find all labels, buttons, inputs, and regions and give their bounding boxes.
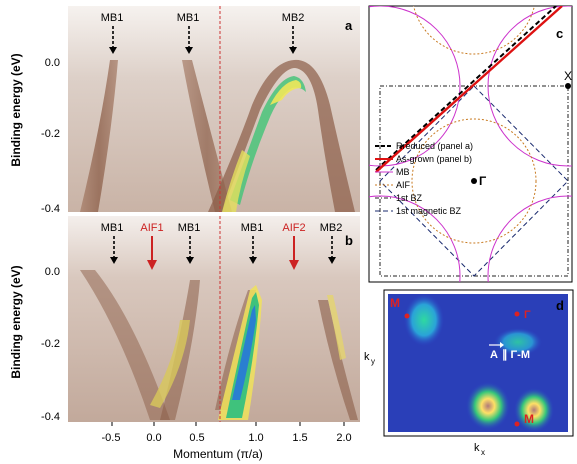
panel-b-marker-label-1: MB1 [101, 222, 124, 234]
panel-a-ytick-2: -0.4 [41, 203, 60, 215]
panel-a-band-mb2-peak [270, 80, 302, 105]
panel-b-xtick-2: 0.5 [189, 432, 204, 444]
legend-label-reduced: Rreduced (panel a) [396, 141, 473, 151]
panel-b-marker-arrowhead-6 [328, 257, 336, 264]
panel-c-point-x [565, 83, 571, 89]
panel-b-marker-arrowhead-3 [186, 257, 194, 264]
panel-b-band-mb2 [318, 300, 358, 420]
panel-b-band-mb2-highlight [327, 295, 346, 360]
panel-b-x-axis-label: Momentum (π/a) [173, 447, 263, 461]
panel-b-marker-arrowhead-1 [110, 257, 118, 264]
panel-a-marker-arrowhead-2 [185, 47, 193, 54]
panel-b-marker-arrowhead-2 [147, 260, 157, 270]
panel-d-spot-middle [494, 328, 542, 356]
panel-b-xtick-1: 0.0 [146, 432, 161, 444]
panel-d-point-gamma [514, 311, 520, 317]
panel-d-spot-bottom-right [514, 388, 554, 432]
panel-a-band-mb2 [208, 59, 355, 212]
legend-label-aif: AIF [396, 180, 411, 190]
panel-b-xtick-0: -0.5 [102, 432, 121, 444]
panel-d-kx-subscript: x [481, 448, 485, 457]
panel-d-ky-label: k [364, 351, 370, 363]
panel-c-mb-circle-tl [369, 6, 461, 167]
legend-label-first-bz: 1st BZ [396, 193, 423, 203]
panel-d-ky-subscript: y [371, 357, 375, 366]
panel-c-label-x: X [564, 69, 572, 83]
panel-c-magnetic-bz [379, 85, 569, 277]
panel-d-annotation-vector: A [490, 349, 498, 361]
panel-a-band-mb2-tail [222, 150, 250, 212]
panel-a-band-mb2-highlight [230, 76, 306, 205]
legend-label-mb: MB [396, 167, 410, 177]
panel-c-aif-circle-top [413, 6, 535, 55]
panel-d-spot-top-left [404, 294, 444, 346]
panel-b-marker-arrowhead-5 [289, 260, 299, 270]
panel-a-marker-label-1: MB1 [101, 12, 124, 24]
panel-c-label-gamma: Γ [479, 174, 487, 188]
panel-a-marker-arrowhead-3 [289, 47, 297, 54]
panel-a-y-axis-label: Binding energy (eV) [9, 53, 23, 166]
panel-c-letter: c [556, 26, 563, 41]
panel-a-ytick-0: 0.0 [45, 57, 60, 69]
panel-d-point-m [404, 313, 410, 319]
panel-c-cut-asgrown [375, 6, 563, 173]
panel-b-ytick-1: -0.2 [41, 338, 60, 350]
panel-b-marker-arrowhead-4 [249, 257, 257, 264]
panel-d-label-gamma: Γ [524, 309, 531, 321]
panel-c-legend: Rreduced (panel a) As-grown (panel b) MB… [375, 141, 473, 216]
panel-d-annotation-text: ∥ Γ-M [502, 349, 530, 361]
panel-d-kx-label: k [474, 442, 480, 454]
panel-b-cone-core [232, 305, 256, 400]
panel-b-y-axis-label: Binding energy (eV) [9, 265, 23, 378]
panel-d: M Γ M A ∥ Γ-M d k y k x [364, 289, 574, 457]
panel-a-marker-arrowhead-1 [109, 47, 117, 54]
panel-c-aif-circle-center [411, 118, 537, 244]
panel-b-xtick-4: 1.5 [292, 432, 307, 444]
panel-c-frame [368, 5, 573, 283]
panel-b-ytick-0: 0.0 [45, 266, 60, 278]
panel-d-point-m2 [514, 421, 520, 427]
panel-b-letter: b [345, 233, 353, 248]
panel-d-label-m2: M [524, 412, 534, 426]
panel-a-band-mb1-left [80, 60, 118, 212]
panel-d-label-m: M [390, 296, 400, 310]
panel-a-marker-label-2: MB1 [177, 12, 200, 24]
panel-d-vector-arrowhead [500, 342, 504, 348]
panel-c-point-gamma [471, 178, 477, 184]
panel-b-xtick-marks [111, 422, 345, 426]
panel-b: MB1 AIF1 MB1 MB1 AIF2 MB2 b 0.0 -0.2 -0.… [9, 216, 360, 461]
panel-b-marker-label-3: MB1 [178, 222, 201, 234]
panel-b-xtick-3: 1.0 [248, 432, 263, 444]
panel-b-band-1 [80, 270, 170, 420]
panel-b-marker-label-2: AIF1 [140, 222, 163, 234]
panel-c-mb-circle-br [487, 195, 572, 282]
panel-c-mb-circle-bl [369, 195, 461, 282]
panel-c-mb-circle-tr [487, 6, 572, 167]
panel-c: X Γ c Rreduced (panel a) As-grown (panel… [368, 5, 573, 283]
panel-c-cut-reduced [375, 6, 557, 171]
legend-label-magnetic-bz: 1st magnetic BZ [396, 206, 462, 216]
panel-a-ytick-1: -0.2 [41, 128, 60, 140]
panel-d-letter: d [556, 298, 564, 313]
panel-a: MB1 MB1 MB2 a 0.0 -0.2 -0.4 Binding ener… [9, 6, 360, 215]
panel-b-marker-label-4: MB1 [241, 222, 264, 234]
panel-d-spot-bottom-left [466, 382, 510, 430]
panel-b-ytick-2: -0.4 [41, 411, 60, 423]
panel-a-letter: a [345, 18, 353, 33]
panel-b-marker-label-5: AIF2 [282, 222, 305, 234]
panel-b-band-2-highlight [150, 320, 190, 408]
panel-a-marker-label-3: MB2 [282, 12, 305, 24]
panel-b-xtick-5: 2.0 [336, 432, 351, 444]
panel-b-marker-label-6: MB2 [320, 222, 343, 234]
legend-label-asgrown: As-grown (panel b) [396, 154, 472, 164]
